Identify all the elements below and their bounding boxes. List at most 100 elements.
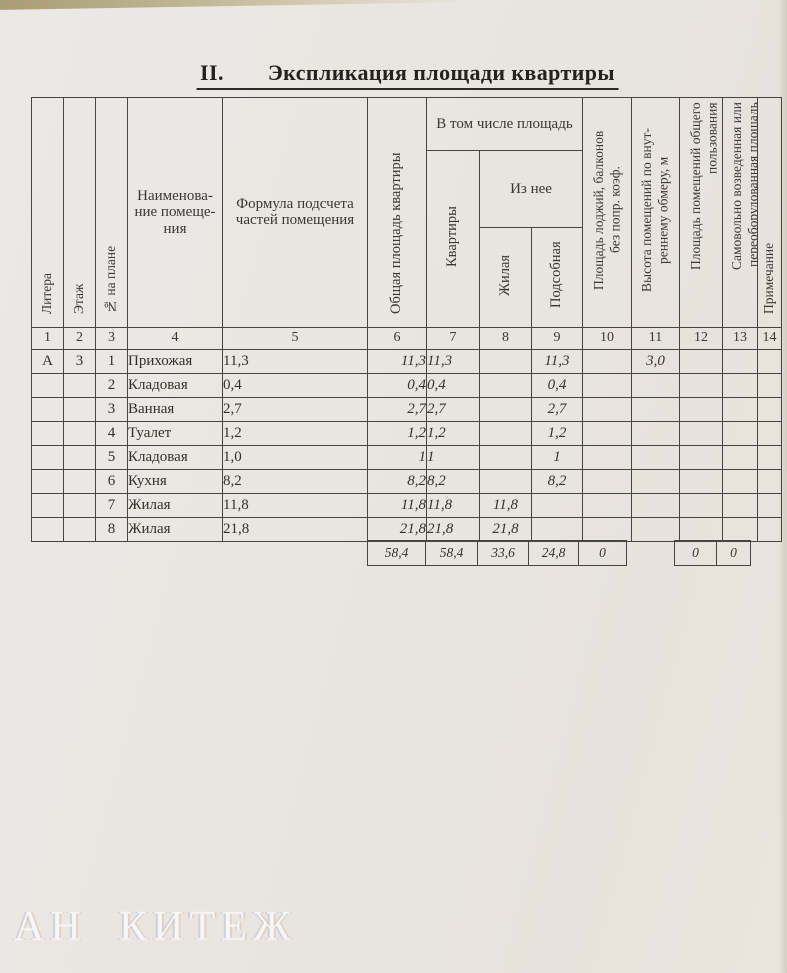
cell-living bbox=[479, 420, 532, 446]
cell-plan-no: 2 bbox=[95, 372, 128, 398]
cell-formula: 0,4 bbox=[222, 372, 368, 398]
totals-unauthorized: 0 bbox=[716, 540, 751, 566]
column-number: 4 bbox=[127, 326, 223, 350]
cell-formula: 1,0 bbox=[222, 444, 368, 470]
column-number: 10 bbox=[582, 326, 632, 350]
cell-note bbox=[757, 348, 782, 374]
explication-table: Литера Этаж № на плане Наименова- ние по… bbox=[31, 97, 782, 542]
cell-plan-no: 7 bbox=[95, 492, 128, 518]
header-height: Высота помещений по внут- реннему обмеру… bbox=[639, 128, 671, 292]
column-number: 5 bbox=[222, 326, 368, 350]
cell-total-area: 0,4 bbox=[367, 372, 427, 398]
header-plan-no-cell: № на плане bbox=[95, 97, 128, 328]
cell-floor bbox=[63, 444, 96, 470]
cell-plan-no: 8 bbox=[95, 516, 128, 542]
column-number: 11 bbox=[631, 326, 680, 350]
column-number: 9 bbox=[531, 326, 583, 350]
column-number: 14 bbox=[757, 326, 782, 350]
cell-common bbox=[679, 396, 723, 422]
totals-auxiliary: 24,8 bbox=[528, 540, 579, 566]
totals-row: 58,4 58,4 33,6 24,8 0 0 0 bbox=[367, 540, 751, 566]
column-number: 3 bbox=[95, 326, 128, 350]
cell-apartment: 2,7 bbox=[426, 396, 480, 422]
header-floor-cell: Этаж bbox=[63, 97, 96, 328]
cell-litera bbox=[31, 396, 64, 422]
cell-common bbox=[679, 468, 723, 494]
cell-apartment: 21,8 bbox=[426, 516, 480, 542]
cell-auxiliary: 2,7 bbox=[531, 396, 583, 422]
cell-floor bbox=[63, 372, 96, 398]
header-total-area: Общая площадь квартиры bbox=[388, 152, 405, 315]
cell-total-area: 21,8 bbox=[367, 516, 427, 542]
cell-height bbox=[631, 396, 680, 422]
section-title-text: Экспликация площади квартиры bbox=[267, 60, 615, 85]
cell-note bbox=[757, 396, 782, 422]
cell-living bbox=[479, 468, 532, 494]
cell-common bbox=[679, 444, 723, 470]
column-number: 6 bbox=[367, 326, 427, 350]
cell-formula: 21,8 bbox=[222, 516, 368, 542]
header-including-group-cell: В том числе площадь bbox=[426, 97, 583, 151]
cell-formula: 1,2 bbox=[222, 420, 368, 446]
cell-common bbox=[679, 348, 723, 374]
header-row-top: Литера Этаж № на плане Наименова- ние по… bbox=[31, 97, 782, 328]
cell-floor bbox=[63, 420, 96, 446]
header-loggia-cell: Площадь лоджий, балконов без попр. коэф. bbox=[582, 97, 632, 328]
cell-auxiliary: 11,3 bbox=[531, 348, 583, 374]
table-row: 5 Кладовая 1,0 1 1 1 bbox=[31, 444, 782, 470]
table-row: 3 Ванная 2,7 2,7 2,7 2,7 bbox=[31, 396, 782, 422]
cell-note bbox=[757, 372, 782, 398]
cell-room-name: Кладовая bbox=[127, 444, 223, 470]
table-row: 2 Кладовая 0,4 0,4 0,4 0,4 bbox=[31, 372, 782, 398]
totals-common: 0 bbox=[674, 540, 717, 566]
cell-note bbox=[757, 444, 782, 470]
header-litera: Литера bbox=[39, 272, 55, 314]
cell-room-name: Прихожая bbox=[127, 348, 223, 374]
cell-floor bbox=[63, 396, 96, 422]
cell-height bbox=[631, 420, 680, 446]
header-loggia: Площадь лоджий, балконов без попр. коэф. bbox=[590, 130, 622, 290]
header-auxiliary-cell: Подсобная bbox=[531, 226, 583, 328]
page-edge-shadow bbox=[778, 0, 787, 973]
cell-note bbox=[757, 516, 782, 542]
cell-litera bbox=[31, 444, 64, 470]
cell-note bbox=[757, 420, 782, 446]
cell-total-area: 11,8 bbox=[367, 492, 427, 518]
cell-living bbox=[479, 348, 532, 374]
section-title: II. Экспликация площади квартиры bbox=[196, 60, 619, 90]
cell-total-area: 1 bbox=[367, 444, 427, 470]
cell-unauthorized bbox=[722, 420, 758, 446]
cell-total-area: 8,2 bbox=[367, 468, 427, 494]
totals-living: 33,6 bbox=[477, 540, 529, 566]
agency-watermark: АН КИТЕЖ bbox=[14, 904, 297, 950]
cell-apartment: 1,2 bbox=[426, 420, 480, 446]
cell-apartment: 11,3 bbox=[426, 348, 480, 374]
table-row: 4 Туалет 1,2 1,2 1,2 1,2 bbox=[31, 420, 782, 446]
cell-living bbox=[479, 444, 532, 470]
cell-height bbox=[631, 492, 680, 518]
cell-litera bbox=[31, 492, 64, 518]
cell-formula: 2,7 bbox=[222, 396, 368, 422]
table-row: А 3 1 Прихожая 11,3 11,3 11,3 11,3 3,0 bbox=[31, 348, 782, 374]
cell-litera: А bbox=[31, 348, 64, 374]
section-numeral: II. bbox=[200, 60, 224, 85]
cell-total-area: 2,7 bbox=[367, 396, 427, 422]
cell-loggia bbox=[582, 492, 632, 518]
header-row-bottom: Жилая Подсобная bbox=[32, 226, 782, 328]
cell-loggia bbox=[582, 396, 632, 422]
cell-height bbox=[631, 444, 680, 470]
cell-unauthorized bbox=[722, 372, 758, 398]
header-note: Примечание bbox=[761, 242, 777, 314]
cell-note bbox=[757, 468, 782, 494]
cell-apartment: 8,2 bbox=[426, 468, 480, 494]
cell-auxiliary: 1 bbox=[531, 444, 583, 470]
header-room-name-cell: Наименова- ние помеще- ния bbox=[127, 97, 223, 328]
cell-room-name: Ванная bbox=[127, 396, 223, 422]
header-unauthorized: Самовольно возведенная или переоборудова… bbox=[729, 102, 758, 270]
cell-unauthorized bbox=[722, 516, 758, 542]
header-living-cell: Жилая bbox=[479, 226, 532, 328]
cell-auxiliary: 0,4 bbox=[531, 372, 583, 398]
totals-loggia: 0 bbox=[578, 540, 627, 566]
column-number: 7 bbox=[426, 326, 480, 350]
header-living: Жилая bbox=[496, 254, 513, 296]
